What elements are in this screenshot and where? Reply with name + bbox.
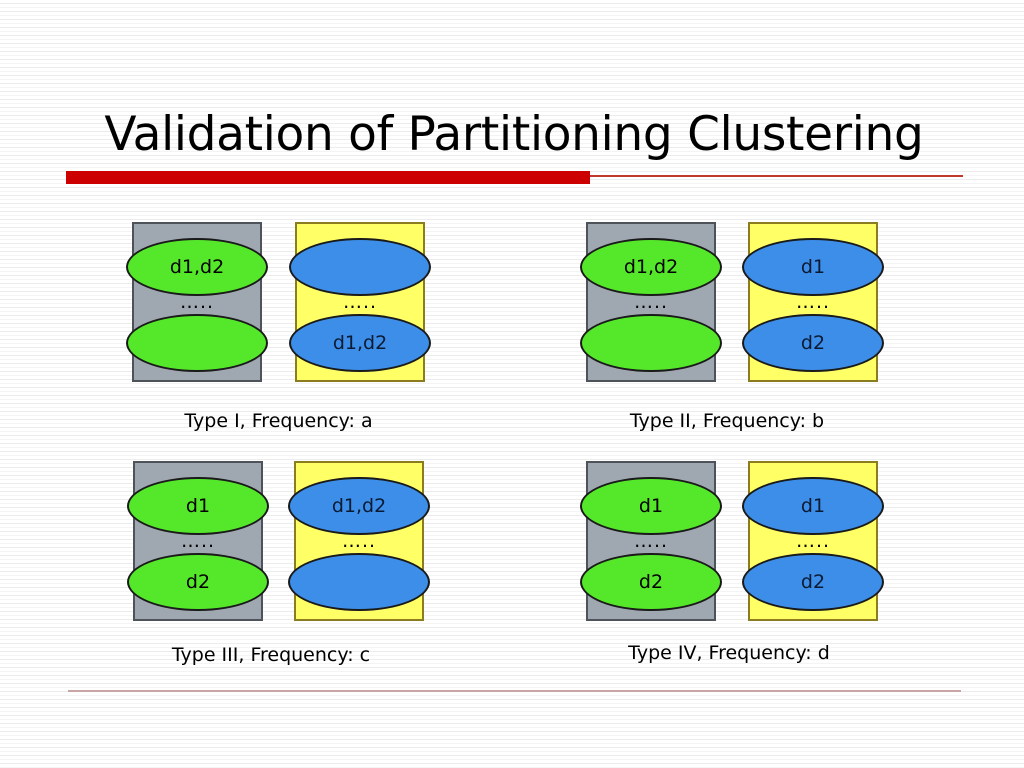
cluster-ellipse-bottom[interactable]: d2 (127, 553, 269, 611)
footer-divider (68, 690, 961, 692)
cluster-box-yellow[interactable]: d1,d2 ….. (288, 461, 430, 621)
cluster-ellipse-top[interactable] (289, 238, 431, 296)
cluster-box-gray[interactable]: d1 ….. d2 (127, 461, 269, 621)
cluster-box-yellow[interactable]: ….. d1,d2 (289, 222, 431, 382)
cluster-ellipse-bottom[interactable] (580, 314, 722, 372)
ellipsis-dots: ….. (179, 291, 215, 313)
cluster-ellipse-top[interactable]: d1 (742, 238, 884, 296)
cluster-ellipse-top[interactable]: d1,d2 (580, 238, 722, 296)
cluster-ellipse-top[interactable]: d1 (580, 477, 722, 535)
ellipsis-dots: ….. (341, 530, 377, 552)
ellipsis-dots: ….. (795, 530, 831, 552)
cluster-ellipse-top[interactable]: d1,d2 (126, 238, 268, 296)
page-title: Validation of Partitioning Clustering (104, 107, 924, 162)
caption-type-1: Type I, Frequency: a (184, 410, 373, 432)
ellipsis-dots: ….. (633, 291, 669, 313)
cluster-ellipse-top[interactable]: d1 (742, 477, 884, 535)
cluster-ellipse-top[interactable]: d1 (127, 477, 269, 535)
cluster-box-yellow[interactable]: d1 ….. d2 (742, 461, 884, 621)
cluster-box-gray[interactable]: d1 ….. d2 (580, 461, 722, 621)
cluster-box-gray[interactable]: d1,d2 ….. (126, 222, 268, 382)
ellipsis-dots: ….. (633, 530, 669, 552)
cluster-ellipse-bottom[interactable]: d2 (742, 314, 884, 372)
caption-type-2: Type II, Frequency: b (629, 410, 825, 432)
ellipsis-dots: ….. (795, 291, 831, 313)
caption-type-3: Type III, Frequency: c (171, 644, 371, 666)
cluster-ellipse-bottom[interactable] (126, 314, 268, 372)
ellipsis-dots: ….. (180, 530, 216, 552)
cluster-box-gray[interactable]: d1,d2 ….. (580, 222, 722, 382)
cluster-ellipse-bottom[interactable]: d2 (742, 553, 884, 611)
cluster-ellipse-bottom[interactable] (288, 553, 430, 611)
caption-type-4: Type IV, Frequency: d (628, 642, 830, 664)
ellipsis-dots: ….. (342, 291, 378, 313)
cluster-ellipse-bottom[interactable]: d1,d2 (289, 314, 431, 372)
cluster-ellipse-bottom[interactable]: d2 (580, 553, 722, 611)
cluster-ellipse-top[interactable]: d1,d2 (288, 477, 430, 535)
title-underline-accent (66, 171, 590, 184)
cluster-box-yellow[interactable]: d1 ….. d2 (742, 222, 884, 382)
